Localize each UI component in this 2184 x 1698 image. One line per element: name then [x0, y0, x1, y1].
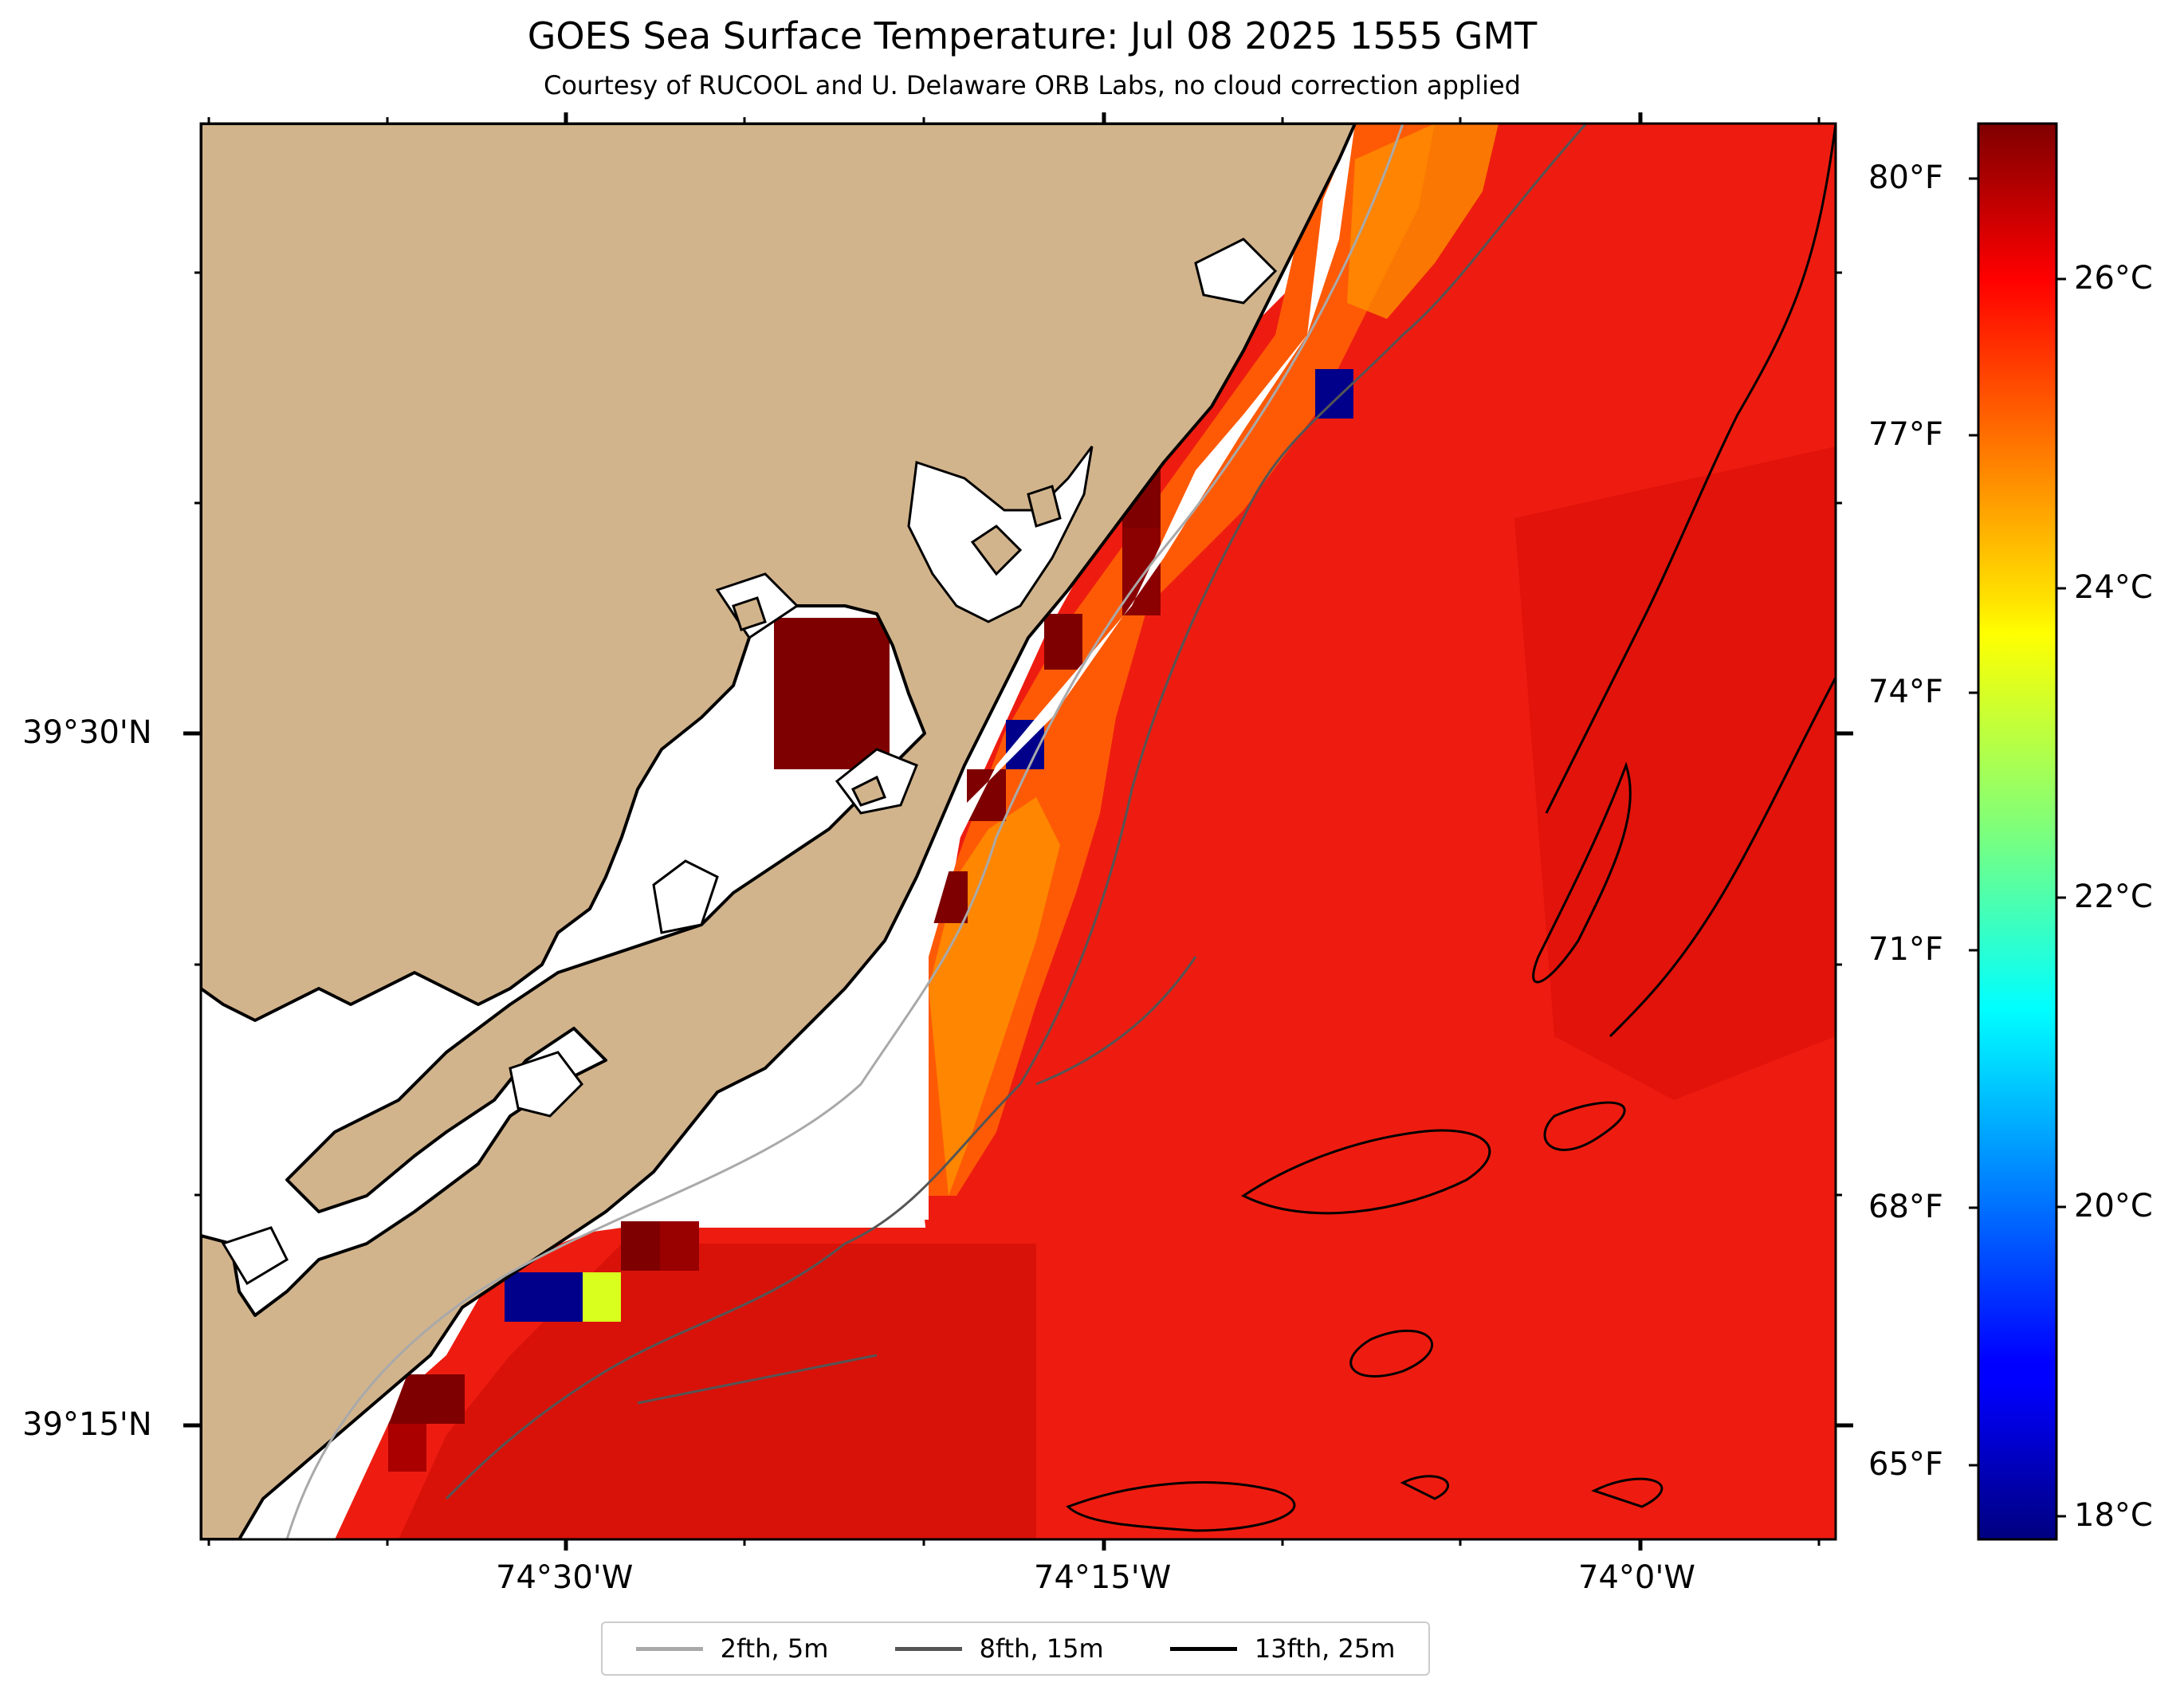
- colorbar-f-label: 74°F: [1868, 674, 1943, 710]
- lon-label-74-00: 74°0'W: [1578, 1559, 1695, 1596]
- legend-label: 13fth, 25m: [1254, 1633, 1396, 1664]
- legend-item-2fth: 2fth, 5m: [635, 1633, 829, 1664]
- isobath-8fth: [445, 124, 1588, 1500]
- legend-item-13fth: 13fth, 25m: [1169, 1633, 1396, 1664]
- legend-label: 2fth, 5m: [720, 1633, 829, 1664]
- colorbar-c-label: 20°C: [2074, 1188, 2153, 1224]
- lon-label-74-15: 74°15'W: [1034, 1559, 1172, 1596]
- colorbar-f-label: 80°F: [1868, 159, 1943, 196]
- colorbar-f-label: 77°F: [1868, 416, 1943, 453]
- lat-label-39-30: 39°30'N: [22, 714, 152, 751]
- land: [201, 124, 1357, 1539]
- isobath-2fth: [285, 124, 1404, 1539]
- marsh-islands: [732, 485, 1062, 807]
- legend-label: 8fth, 15m: [979, 1633, 1104, 1664]
- legend-item-8fth: 8fth, 15m: [894, 1633, 1104, 1664]
- colorbar-c-label: 26°C: [2074, 260, 2153, 297]
- map-subtitle: Courtesy of RUCOOL and U. Delaware ORB L…: [544, 70, 1521, 100]
- map-title: GOES Sea Surface Temperature: Jul 08 202…: [527, 14, 1538, 57]
- colorbar-c-label: 24°C: [2074, 569, 2153, 606]
- colorbar-f-label: 65°F: [1868, 1446, 1943, 1483]
- legend-line-icon: [635, 1646, 703, 1651]
- isobath-legend: 2fth, 5m 8fth, 15m 13fth, 25m: [601, 1621, 1430, 1676]
- isobath-13fth: [1066, 124, 1836, 1532]
- colorbar-f-label: 71°F: [1868, 931, 1943, 968]
- lat-label-39-15: 39°15'N: [22, 1406, 152, 1443]
- colorbar-c-label: 22°C: [2074, 878, 2153, 915]
- colorbar-ticks: [1969, 177, 2066, 1518]
- colorbar-c-label: 18°C: [2074, 1497, 2153, 1534]
- axis-ticks: [183, 112, 1853, 1551]
- colorbar: [1977, 122, 2058, 1541]
- lon-label-74-30: 74°30'W: [496, 1559, 634, 1596]
- map-frame: [199, 122, 1837, 1541]
- colorbar-f-label: 68°F: [1868, 1189, 1943, 1225]
- legend-line-icon: [1169, 1646, 1237, 1651]
- bays: [221, 238, 1278, 1286]
- legend-line-icon: [894, 1646, 962, 1651]
